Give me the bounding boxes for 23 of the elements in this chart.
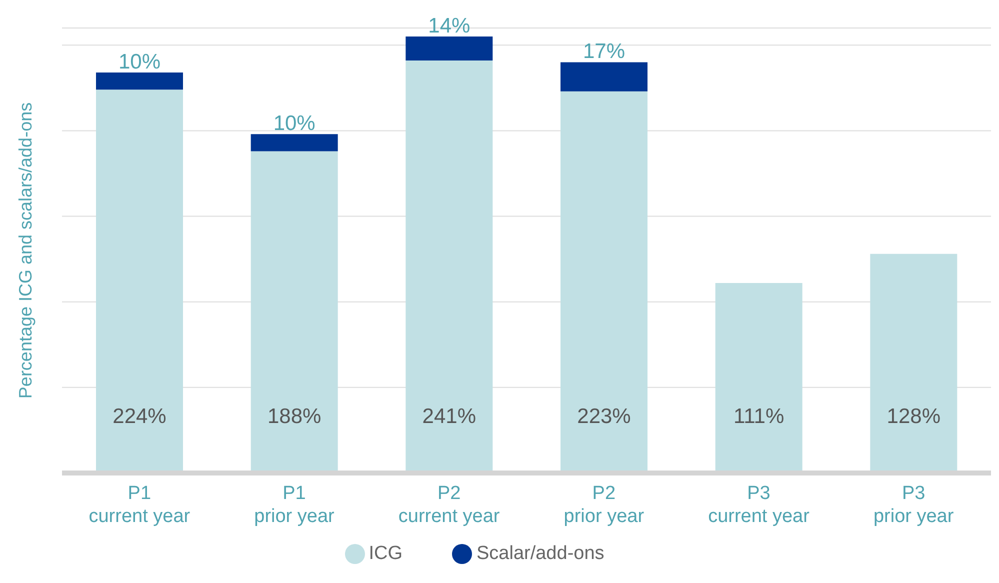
data-label: 10%	[273, 112, 316, 136]
data-label: 223%	[577, 405, 631, 428]
x-tick-label: P2 current year	[398, 483, 500, 527]
data-label: 10%	[118, 50, 161, 74]
data-label: 241%	[422, 405, 476, 428]
bar	[560, 62, 648, 92]
x-tick-label: P1 prior year	[254, 483, 336, 527]
x-tick-label: P3 prior year	[873, 483, 954, 527]
bar	[406, 36, 493, 61]
data-label: 111%	[734, 405, 784, 428]
x-tick-label: P1 current year	[88, 483, 191, 527]
legend-label: ICG	[368, 543, 402, 564]
y-axis-title: Percentage ICG and scalars/add-ons	[15, 102, 36, 399]
legend-label: Scalar/add-ons	[476, 543, 604, 564]
x-tick-label: P3 current year	[708, 483, 810, 527]
bar	[96, 72, 183, 90]
bar	[250, 134, 338, 152]
data-label: 17%	[582, 40, 626, 64]
data-label: 128%	[886, 405, 941, 428]
data-label: 14%	[428, 14, 470, 38]
x-tick-label: P2 prior year	[564, 483, 645, 527]
data-label: 188%	[267, 405, 322, 428]
data-label: 224%	[112, 405, 166, 428]
